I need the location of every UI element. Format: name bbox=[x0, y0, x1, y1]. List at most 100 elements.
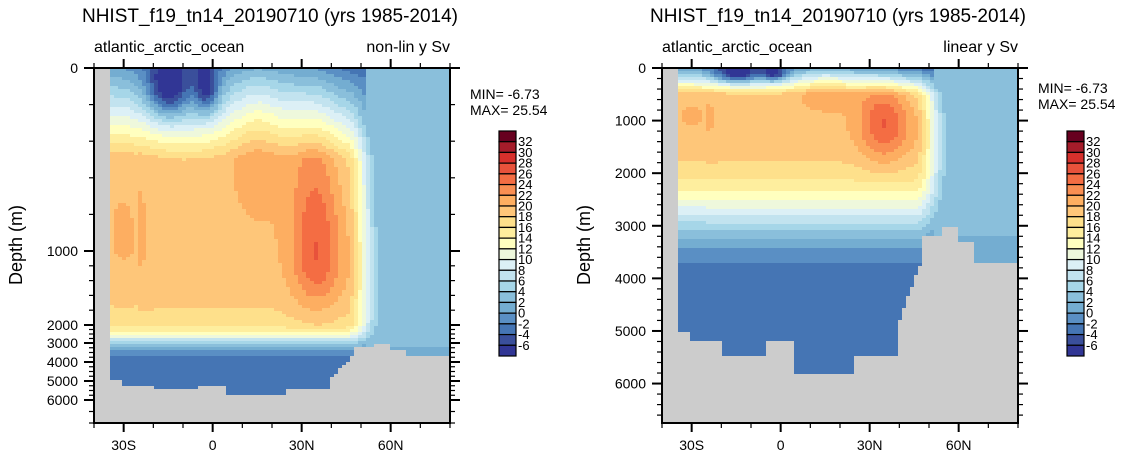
contour-cell bbox=[294, 68, 299, 72]
contour-cell bbox=[126, 77, 131, 81]
contour-cell bbox=[286, 137, 291, 141]
contour-cell bbox=[402, 155, 407, 159]
contour-cell bbox=[198, 161, 203, 165]
contour-cell bbox=[294, 119, 299, 123]
contour-cell bbox=[398, 119, 403, 123]
contour-cell bbox=[122, 101, 127, 105]
contour-cell bbox=[418, 146, 423, 150]
contour-cell bbox=[246, 137, 251, 141]
contour-cell bbox=[178, 125, 183, 129]
contour-cell bbox=[202, 110, 207, 114]
contour-cell bbox=[286, 89, 291, 93]
contour-cell bbox=[202, 116, 207, 120]
contour-cell bbox=[350, 164, 355, 168]
contour-cell bbox=[278, 140, 283, 144]
contour-cell bbox=[254, 125, 259, 129]
contour-cell bbox=[382, 128, 387, 132]
contour-cell bbox=[250, 92, 255, 96]
contour-cell bbox=[234, 92, 239, 96]
contour-cell bbox=[130, 143, 135, 147]
contour-cell bbox=[146, 68, 151, 72]
contour-cell bbox=[278, 170, 283, 174]
contour-cell bbox=[310, 113, 315, 117]
contour-cell bbox=[322, 155, 327, 159]
contour-cell bbox=[158, 125, 163, 129]
contour-cell bbox=[186, 98, 191, 102]
contour-cell bbox=[406, 95, 411, 99]
contour-cell bbox=[322, 152, 327, 156]
contour-cell bbox=[290, 170, 295, 174]
contour-cell bbox=[422, 137, 427, 141]
contour-cell bbox=[202, 101, 207, 105]
contour-cell bbox=[190, 92, 195, 96]
contour-cell bbox=[330, 83, 335, 87]
contour-cell bbox=[406, 77, 411, 81]
contour-cell bbox=[282, 158, 287, 162]
contour-cell bbox=[134, 149, 139, 153]
contour-cell bbox=[146, 110, 151, 114]
contour-cell bbox=[158, 77, 163, 81]
contour-cell bbox=[198, 77, 203, 81]
contour-cell bbox=[242, 122, 247, 126]
contour-cell bbox=[386, 77, 391, 81]
contour-cell bbox=[282, 86, 287, 90]
contour-cell bbox=[442, 89, 447, 93]
contour-cell bbox=[338, 143, 343, 147]
contour-cell bbox=[358, 113, 363, 117]
contour-cell bbox=[262, 83, 267, 87]
contour-cell bbox=[294, 80, 299, 84]
contour-cell bbox=[390, 167, 395, 171]
contour-cell bbox=[146, 71, 151, 75]
contour-cell bbox=[266, 146, 271, 150]
contour-cell bbox=[158, 113, 163, 117]
contour-cell bbox=[242, 80, 247, 84]
contour-cell bbox=[342, 101, 347, 105]
contour-cell bbox=[214, 83, 219, 87]
contour-cell bbox=[122, 89, 127, 93]
contour-cell bbox=[114, 107, 119, 111]
contour-cell bbox=[334, 86, 339, 90]
contour-cell bbox=[422, 125, 427, 129]
contour-cell bbox=[178, 95, 183, 99]
contour-cell bbox=[138, 71, 143, 75]
contour-cell bbox=[170, 149, 175, 153]
contour-cell bbox=[358, 89, 363, 93]
contour-cell bbox=[302, 119, 307, 123]
contour-cell bbox=[286, 134, 291, 138]
contour-cell bbox=[326, 137, 331, 141]
contour-cell bbox=[338, 122, 343, 126]
contour-cell bbox=[274, 167, 279, 171]
contour-cell bbox=[442, 83, 447, 87]
contour-cell bbox=[110, 122, 115, 126]
contour-cell bbox=[430, 131, 435, 135]
contour-cell bbox=[350, 110, 355, 114]
contour-cell bbox=[94, 167, 99, 171]
contour-cell bbox=[370, 110, 375, 114]
contour-cell bbox=[258, 107, 263, 111]
contour-cell bbox=[354, 152, 359, 156]
contour-cell bbox=[222, 116, 227, 120]
contour-cell bbox=[126, 173, 131, 177]
contour-cell bbox=[390, 143, 395, 147]
contour-cell bbox=[110, 158, 115, 162]
contour-cell bbox=[410, 146, 415, 150]
contour-cell bbox=[306, 131, 311, 135]
contour-cell bbox=[262, 134, 267, 138]
contour-cell bbox=[110, 146, 115, 150]
contour-cell bbox=[234, 152, 239, 156]
contour-cell bbox=[154, 104, 159, 108]
contour-cell bbox=[290, 128, 295, 132]
contour-cell bbox=[170, 113, 175, 117]
contour-cell bbox=[282, 77, 287, 81]
contour-cell bbox=[298, 164, 303, 168]
contour-cell bbox=[378, 71, 383, 75]
contour-cell bbox=[266, 86, 271, 90]
contour-cell bbox=[94, 80, 99, 84]
contour-cell bbox=[94, 140, 99, 144]
contour-cell bbox=[222, 161, 227, 165]
contour-cell bbox=[394, 89, 399, 93]
contour-cell bbox=[374, 86, 379, 90]
contour-cell bbox=[390, 71, 395, 75]
contour-cell bbox=[106, 131, 111, 135]
contour-cell bbox=[226, 86, 231, 90]
